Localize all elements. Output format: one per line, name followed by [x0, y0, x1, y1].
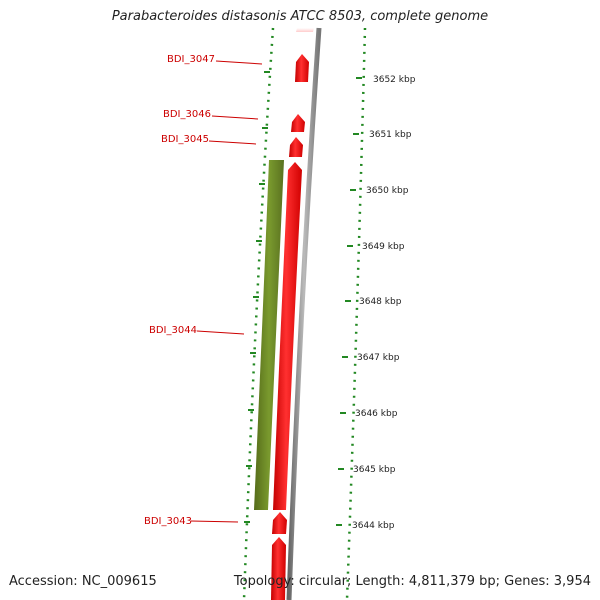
- kbp-tick-label: 3646 kbp: [355, 409, 398, 419]
- gene-label[interactable]: BDI_3045: [161, 134, 209, 145]
- accession-text: Accession: NC_009615: [9, 574, 157, 589]
- kbp-tick-label: 3650 kbp: [366, 186, 409, 196]
- kbp-tick-label: 3651 kbp: [369, 130, 412, 140]
- map-title: Parabacteroides distasonis ATCC 8503, co…: [111, 9, 489, 24]
- kbp-tick-label: 3649 kbp: [362, 242, 405, 252]
- label-leaders: [190, 60, 263, 523]
- gene-BDI_3046[interactable]: [291, 114, 305, 132]
- gene-BDI_3044-forward[interactable]: [273, 162, 302, 510]
- gene-BDI_3045[interactable]: [289, 137, 303, 157]
- kbp-tick-label: 3645 kbp: [353, 465, 396, 475]
- gene-bottom-fragment[interactable]: [271, 537, 286, 600]
- inner-ring-dashes: [244, 71, 270, 523]
- gene-top-fragment[interactable]: [296, 28, 314, 32]
- outer-ring-ticks: [336, 77, 362, 526]
- gene-label[interactable]: BDI_3047: [167, 54, 215, 65]
- kbp-tick-label: 3647 kbp: [357, 353, 400, 363]
- gene-label[interactable]: BDI_3043: [144, 516, 192, 527]
- genome-summary-text: Topology: circular; Length: 4,811,379 bp…: [233, 574, 591, 589]
- gene-label[interactable]: BDI_3046: [163, 109, 211, 120]
- gene-BDI_3043[interactable]: [272, 512, 287, 534]
- kbp-tick-label: 3652 kbp: [373, 75, 416, 85]
- kbp-tick-label: 3644 kbp: [352, 521, 395, 531]
- genome-backbone: [286, 27, 322, 600]
- outer-dotted-ring: [345, 27, 367, 600]
- gene-BDI_3047[interactable]: [295, 54, 309, 82]
- gene-BDI_3044[interactable]: [254, 160, 284, 510]
- gene-label[interactable]: BDI_3044: [149, 325, 197, 336]
- kbp-tick-label: 3648 kbp: [359, 297, 402, 307]
